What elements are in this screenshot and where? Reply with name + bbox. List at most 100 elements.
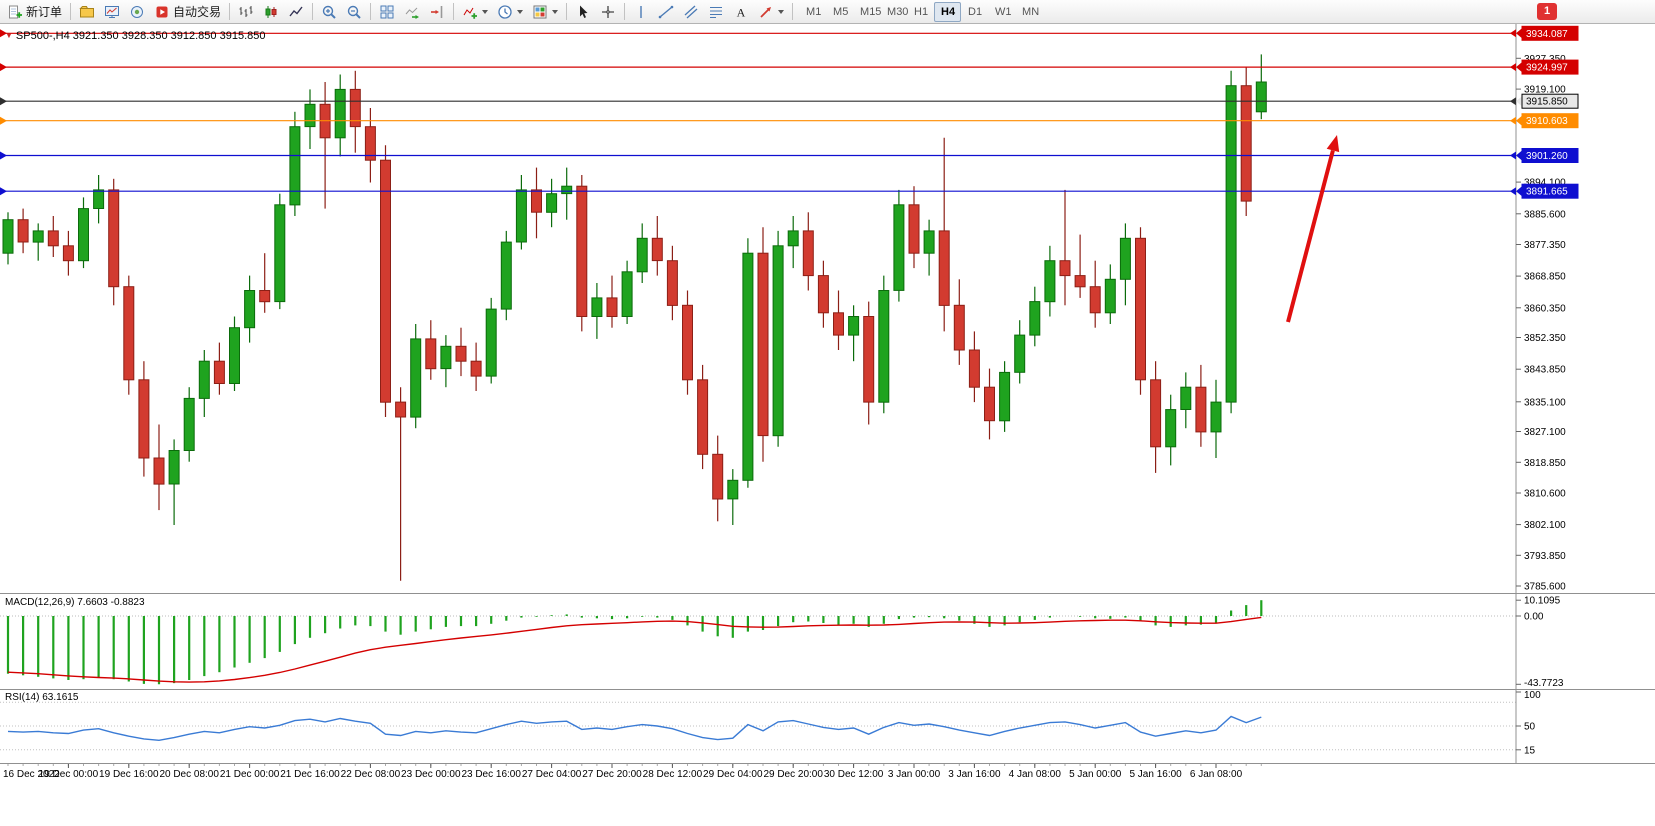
alerts-button[interactable] xyxy=(125,1,149,23)
line-chart-icon xyxy=(289,6,303,16)
toolbar: 新订单 自动交易 A xyxy=(0,0,1655,24)
channel-button[interactable] xyxy=(679,1,703,23)
toolbar-separator xyxy=(70,3,72,20)
hline-3901.260[interactable]: 3901.260 xyxy=(0,148,1579,163)
trend-arrow[interactable] xyxy=(1286,135,1340,323)
hline-3915.850[interactable]: 3915.850 xyxy=(0,93,1579,109)
svg-text:16 Dec 2022: 16 Dec 2022 xyxy=(3,769,60,780)
macd-axis-labels: 10.1095 0.00 -43.7723 xyxy=(1516,596,1564,689)
main-chart-canvas[interactable]: 3927.350 3919.100 3894.100 3885.600 3877.350… xyxy=(0,24,1655,594)
svg-text:100: 100 xyxy=(1524,690,1541,701)
svg-text:3 Jan 00:00: 3 Jan 00:00 xyxy=(888,769,941,780)
chart-shift-icon xyxy=(431,5,443,18)
autotrading-button[interactable]: 自动交易 xyxy=(150,1,225,23)
toolbar-separator xyxy=(792,3,794,20)
hline-3934.087[interactable]: 3934.087 xyxy=(0,25,1579,41)
zoom-in-icon xyxy=(322,5,336,19)
zoom-out-button[interactable] xyxy=(342,1,366,23)
timeframe-m1-button[interactable]: M1 xyxy=(799,2,826,22)
svg-text:10.1095: 10.1095 xyxy=(1524,596,1561,607)
candlestick-chart-icon xyxy=(265,5,277,18)
fibonacci-button[interactable] xyxy=(704,1,728,23)
profiles-button[interactable] xyxy=(75,1,99,23)
time-axis: 16 Dec 2022 19 Dec 00:00 19 Dec 16:00 20 De… xyxy=(0,764,1655,784)
timeframe-m30-button[interactable]: M30 xyxy=(880,2,908,22)
svg-text:3793.850: 3793.850 xyxy=(1524,551,1566,562)
svg-text:3785.600: 3785.600 xyxy=(1524,582,1566,593)
rsi-canvas[interactable]: 100 50 15 xyxy=(0,690,1655,764)
bar-chart-icon xyxy=(239,5,253,17)
vertical-line-button[interactable] xyxy=(629,1,653,23)
svg-text:28 Dec 12:00: 28 Dec 12:00 xyxy=(643,769,703,780)
autotrading-icon xyxy=(156,6,168,17)
hline-3924.997[interactable]: 3924.997 xyxy=(0,59,1579,75)
svg-text:29 Dec 04:00: 29 Dec 04:00 xyxy=(703,769,763,780)
svg-text:3810.600: 3810.600 xyxy=(1524,489,1566,500)
new-order-button[interactable]: 新订单 xyxy=(3,1,66,23)
hline-3891.665[interactable]: 3891.665 xyxy=(0,183,1579,199)
svg-text:0.00: 0.00 xyxy=(1524,612,1544,623)
text-button[interactable]: A xyxy=(729,1,753,23)
hline-3910.603[interactable]: 3910.603 xyxy=(0,113,1579,129)
line-chart-button[interactable] xyxy=(284,1,308,23)
svg-text:3901.260: 3901.260 xyxy=(1526,151,1568,162)
svg-text:3802.100: 3802.100 xyxy=(1524,520,1566,531)
dropdown-caret-icon xyxy=(778,9,785,14)
macd-label: MACD(12,26,9) 7.6603 -0.8823 xyxy=(5,597,145,608)
svg-text:3827.100: 3827.100 xyxy=(1524,427,1566,438)
timeframe-d1-button[interactable]: D1 xyxy=(961,2,988,22)
svg-text:-43.7723: -43.7723 xyxy=(1524,678,1564,689)
macd-canvas[interactable]: 10.1095 0.00 -43.7723 xyxy=(0,594,1655,690)
svg-text:3924.997: 3924.997 xyxy=(1526,63,1568,74)
market-watch-button[interactable] xyxy=(100,1,124,23)
timeframe-m15-button[interactable]: M15 xyxy=(853,2,881,22)
svg-text:20 Dec 08:00: 20 Dec 08:00 xyxy=(159,769,219,780)
auto-scroll-button[interactable] xyxy=(400,1,424,23)
indicators-button[interactable] xyxy=(458,1,492,23)
rsi-label: RSI(14) 63.1615 xyxy=(5,692,79,703)
zoom-out-icon xyxy=(347,5,361,19)
svg-text:3852.350: 3852.350 xyxy=(1524,333,1566,344)
new-order-icon xyxy=(9,5,22,18)
auto-scroll-icon xyxy=(405,7,420,19)
timeframe-w1-button[interactable]: W1 xyxy=(988,2,1015,22)
vertical-line-icon xyxy=(640,5,642,18)
toolbar-separator xyxy=(370,3,372,20)
svg-text:3835.100: 3835.100 xyxy=(1524,397,1566,408)
trendline-icon xyxy=(658,5,674,18)
alerts-icon xyxy=(131,5,144,18)
chart-shift-button[interactable] xyxy=(425,1,449,23)
zoom-in-button[interactable] xyxy=(317,1,341,23)
timeframe-h4-button[interactable]: H4 xyxy=(934,1,962,22)
svg-text:15: 15 xyxy=(1524,745,1536,756)
toolbar-separator xyxy=(312,3,314,20)
chart-symbol-icon: ▼ xyxy=(5,31,13,40)
arrows-button[interactable] xyxy=(754,1,788,23)
trendline-button[interactable] xyxy=(654,1,678,23)
notification-badge[interactable]: 1 xyxy=(1537,3,1558,20)
tile-windows-button[interactable] xyxy=(375,1,399,23)
toolbar-separator xyxy=(229,3,231,20)
tile-windows-icon xyxy=(380,5,394,18)
macd-signal-line xyxy=(7,616,1262,683)
svg-text:4 Jan 08:00: 4 Jan 08:00 xyxy=(1009,769,1062,780)
timeframe-mn-button[interactable]: MN xyxy=(1015,2,1042,22)
candlestick-chart-button[interactable] xyxy=(259,1,283,23)
templates-button[interactable] xyxy=(528,1,562,23)
timeframe-h1-button[interactable]: H1 xyxy=(907,2,934,22)
channel-icon xyxy=(684,5,698,18)
bar-chart-button[interactable] xyxy=(234,1,258,23)
timeframe-group: M1 M5 M15 M30 H1 H4 D1 W1 MN xyxy=(799,1,1042,22)
svg-text:21 Dec 00:00: 21 Dec 00:00 xyxy=(220,769,280,780)
macd-panel: 10.1095 0.00 -43.7723 MACD(12,26,9) 7.6603… xyxy=(0,594,1655,690)
rsi-panel: 100 50 15 RSI(14) 63.1615 xyxy=(0,690,1655,764)
periods-button[interactable] xyxy=(493,1,527,23)
crosshair-button[interactable] xyxy=(596,1,620,23)
cursor-button[interactable] xyxy=(571,1,595,23)
svg-text:3868.850: 3868.850 xyxy=(1524,272,1566,283)
timeframe-m5-button[interactable]: M5 xyxy=(826,2,853,22)
svg-text:23 Dec 00:00: 23 Dec 00:00 xyxy=(401,769,461,780)
svg-text:3885.600: 3885.600 xyxy=(1524,209,1566,220)
